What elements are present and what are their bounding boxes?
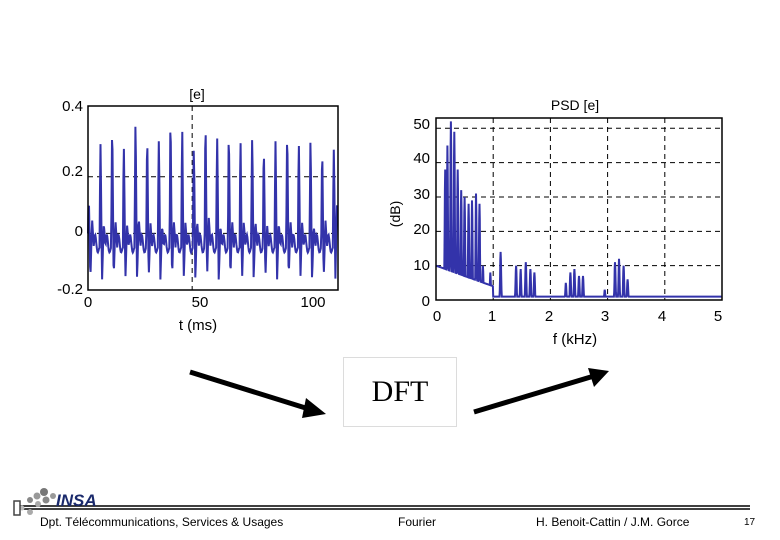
footer-topic: Fourier bbox=[398, 515, 437, 529]
x-tick-label: 0 bbox=[433, 308, 441, 325]
y-tick-label: 40 bbox=[413, 150, 430, 167]
y-tick-label: 0.2 bbox=[62, 163, 83, 180]
arrow-right-head bbox=[588, 368, 609, 387]
x-tick-label: 3 bbox=[601, 308, 609, 325]
insa-logo: INSA bbox=[13, 488, 97, 516]
x-tick-label: 5 bbox=[714, 308, 722, 325]
footer-authors: H. Benoit-Cattin / J.M. Gorce bbox=[536, 515, 690, 529]
footer-rule bbox=[20, 505, 750, 510]
x-tick-label: 50 bbox=[192, 294, 209, 311]
plot-frame bbox=[435, 117, 723, 301]
chart-title: PSD [e] bbox=[551, 97, 599, 113]
psd-chart: PSD [e] 50 40 30 20 10 0 (dB) 0 1 2 3 4 5 f (kHz) bbox=[387, 97, 723, 348]
arrow-left-head bbox=[302, 398, 326, 418]
x-axis-label: f (kHz) bbox=[553, 331, 597, 348]
arrows bbox=[189, 368, 609, 418]
dft-box: DFT bbox=[343, 357, 457, 427]
y-tick-label: 20 bbox=[413, 221, 430, 238]
y-tick-label: 0.4 bbox=[62, 98, 83, 115]
y-tick-label: -0.2 bbox=[57, 281, 83, 298]
y-tick-label: 30 bbox=[413, 186, 430, 203]
dft-label: DFT bbox=[371, 375, 429, 408]
y-tick-label: 0 bbox=[75, 223, 83, 240]
y-axis-label: (dB) bbox=[387, 201, 403, 227]
y-tick-label: 10 bbox=[413, 257, 430, 274]
plot-frame bbox=[87, 105, 339, 291]
y-tick-label: 50 bbox=[413, 116, 430, 133]
signal-line bbox=[87, 126, 338, 280]
arrow-left-line bbox=[189, 369, 313, 413]
y-tick-label: 0 bbox=[422, 293, 430, 310]
psd-line bbox=[435, 121, 722, 298]
x-axis-label: t (ms) bbox=[179, 317, 217, 334]
insa-logo-text: INSA bbox=[56, 491, 97, 510]
x-tick-label: 2 bbox=[545, 308, 553, 325]
arrow-right-line bbox=[473, 373, 595, 415]
footer-department: Dpt. Télécommunications, Services & Usag… bbox=[40, 515, 284, 529]
footer-page-number: 17 bbox=[744, 517, 756, 528]
chart-title: [e] bbox=[189, 86, 205, 102]
x-tick-label: 1 bbox=[488, 308, 496, 325]
x-tick-label: 100 bbox=[300, 294, 325, 311]
x-tick-label: 0 bbox=[84, 294, 92, 311]
x-tick-label: 4 bbox=[658, 308, 666, 325]
